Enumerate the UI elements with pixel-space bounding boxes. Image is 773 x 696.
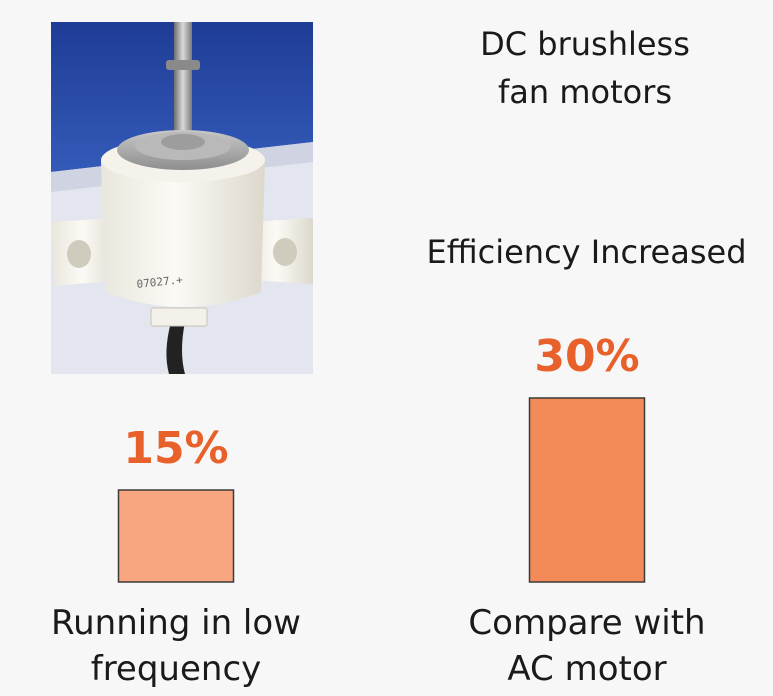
- bar-ac-motor: [528, 397, 646, 583]
- title-line-2: fan motors: [497, 73, 673, 111]
- fan-motor-photo: 07027.+: [51, 22, 313, 374]
- category-line: Running in low: [51, 603, 301, 643]
- category-label-ac-motor: Compare with AC motor: [437, 600, 737, 692]
- fan-motor-illustration: 07027.+: [51, 22, 313, 374]
- svg-text:07027.+: 07027.+: [136, 273, 184, 291]
- title-line-1: DC brushless: [480, 25, 690, 63]
- category-line: frequency: [90, 649, 262, 689]
- chart-subtitle: Efficiency Increased: [426, 233, 747, 271]
- bar-value-label-low-frequency: 15%: [123, 423, 229, 474]
- bar-value-label-ac-motor: 30%: [534, 331, 640, 382]
- category-line: AC motor: [507, 649, 667, 689]
- category-line: Compare with: [468, 603, 706, 643]
- chart-title: DC brushless fan motors: [420, 20, 750, 116]
- category-label-low-frequency: Running in low frequency: [26, 600, 326, 692]
- bar-low-frequency: [117, 489, 235, 583]
